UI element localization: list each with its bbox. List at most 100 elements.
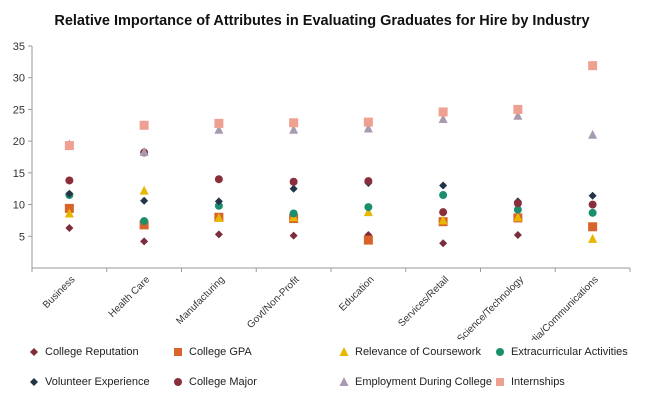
- legend-item-extracurricular-activities: Extracurricular Activities: [494, 344, 628, 360]
- legend-label: College Reputation: [45, 346, 139, 358]
- point-internships: [588, 61, 598, 71]
- x-category-label: Education: [337, 274, 376, 313]
- legend-marker-square-icon: [174, 348, 182, 356]
- point-employment-during-college: [363, 123, 373, 133]
- point-college-major: [289, 177, 298, 186]
- legend-item-employment-during-college: Employment During College: [338, 374, 492, 390]
- legend-marker-shape: [339, 347, 349, 356]
- legend-marker-diamond-icon: [30, 378, 38, 386]
- legend-marker-shape: [30, 348, 38, 356]
- point-extracurricular-activities: [364, 203, 373, 212]
- x-category-label: Govt/Non-Profit: [245, 274, 302, 331]
- point-extracurricular-activities: [289, 209, 298, 218]
- legend-item-internships: Internships: [494, 374, 565, 390]
- x-category-label: Health Care: [107, 274, 153, 320]
- point-college-reputation: [439, 239, 448, 248]
- point-college-major: [588, 200, 597, 209]
- legend-marker-circle-icon: [174, 378, 182, 386]
- point-relevance-of-coursework: [64, 208, 74, 218]
- legend-marker-shape: [496, 378, 504, 386]
- y-axis-ticks: 5 10 15 20 25 30 35: [13, 41, 32, 243]
- point-relevance-of-coursework: [363, 207, 373, 217]
- legend-marker-shape: [174, 378, 182, 386]
- point-internships: [363, 117, 373, 127]
- x-category-label: Media/Communications: [519, 274, 601, 340]
- legend-marker-diamond-icon: [30, 348, 38, 356]
- legend-item-college-gpa: College GPA: [172, 344, 252, 360]
- x-category-label: Science/Technology: [455, 274, 526, 340]
- y-tick-label: 5: [19, 231, 25, 243]
- point-extracurricular-activities: [140, 217, 149, 226]
- legend-item-college-major: College Major: [172, 374, 257, 390]
- legend-marker-shape: [339, 377, 349, 386]
- y-tick-label: 30: [13, 73, 25, 85]
- point-college-reputation: [140, 237, 149, 246]
- point-employment-during-college: [289, 124, 299, 134]
- point-relevance-of-coursework: [513, 212, 523, 222]
- legend-label: College Major: [189, 376, 257, 388]
- y-tick-label: 20: [13, 136, 25, 148]
- chart: Relative Importance of Attributes in Eva…: [13, 13, 631, 340]
- point-extracurricular-activities: [214, 201, 223, 210]
- chart-title: Relative Importance of Attributes in Eva…: [54, 13, 589, 29]
- point-internships: [214, 118, 224, 128]
- point-internships: [289, 118, 299, 128]
- point-employment-during-college: [139, 146, 149, 156]
- point-college-reputation: [289, 231, 298, 240]
- legend-label: Volunteer Experience: [45, 376, 150, 388]
- legend-marker-triangle-icon: [339, 377, 349, 386]
- point-volunteer-experience: [289, 184, 298, 193]
- point-internships: [139, 120, 149, 130]
- legend-item-volunteer-experience: Volunteer Experience: [28, 374, 150, 390]
- x-category-label: Services/Retail: [396, 274, 451, 329]
- point-employment-during-college: [438, 113, 448, 123]
- point-relevance-of-coursework: [214, 212, 224, 222]
- point-relevance-of-coursework: [588, 233, 598, 243]
- point-volunteer-experience: [65, 189, 74, 198]
- point-college-reputation: [214, 230, 223, 239]
- point-employment-during-college: [214, 124, 224, 134]
- point-volunteer-experience: [214, 197, 223, 206]
- x-category-label: Business: [41, 274, 77, 310]
- point-internships: [513, 104, 523, 114]
- y-tick-label: 15: [13, 168, 25, 180]
- point-college-gpa: [64, 203, 74, 213]
- point-volunteer-experience: [439, 181, 448, 190]
- point-relevance-of-coursework: [139, 185, 149, 195]
- x-axis-category-labels: Business Health Care Manufacturing Govt/Non…: [31, 268, 631, 340]
- legend-marker-shape: [174, 348, 182, 356]
- y-tick-label: 25: [13, 104, 25, 116]
- legend-marker-shape: [30, 378, 38, 386]
- legend-label: Internships: [511, 376, 565, 388]
- point-college-major: [65, 176, 74, 185]
- legend-marker-square-icon: [496, 378, 504, 386]
- y-tick-label: 35: [13, 41, 25, 53]
- legend-item-relevance-of-coursework: Relevance of Coursework: [338, 344, 481, 360]
- point-college-major: [513, 199, 522, 208]
- point-extracurricular-activities: [439, 191, 448, 200]
- point-college-major: [364, 177, 373, 186]
- point-college-reputation: [513, 231, 522, 240]
- legend-label: College GPA: [189, 346, 252, 358]
- legend-marker-shape: [496, 348, 504, 356]
- legend-marker-circle-icon: [496, 348, 504, 356]
- legend: College Reputation College GPA Relevance o…: [0, 340, 645, 398]
- point-internships: [64, 141, 74, 151]
- point-volunteer-experience: [140, 196, 149, 205]
- x-category-label: Manufacturing: [174, 274, 227, 327]
- point-employment-during-college: [513, 110, 523, 120]
- legend-label: Employment During College: [355, 376, 492, 388]
- data-points: [64, 61, 598, 248]
- point-employment-during-college: [588, 129, 598, 139]
- point-college-major: [214, 175, 223, 184]
- point-relevance-of-coursework: [438, 215, 448, 225]
- point-college-reputation: [65, 224, 74, 233]
- legend-label: Extracurricular Activities: [511, 346, 628, 358]
- point-college-gpa: [363, 235, 373, 245]
- legend-label: Relevance of Coursework: [355, 346, 481, 358]
- legend-item-college-reputation: College Reputation: [28, 344, 139, 360]
- point-extracurricular-activities: [513, 205, 522, 214]
- point-volunteer-experience: [588, 191, 597, 200]
- point-college-major: [439, 208, 448, 217]
- point-extracurricular-activities: [588, 208, 597, 217]
